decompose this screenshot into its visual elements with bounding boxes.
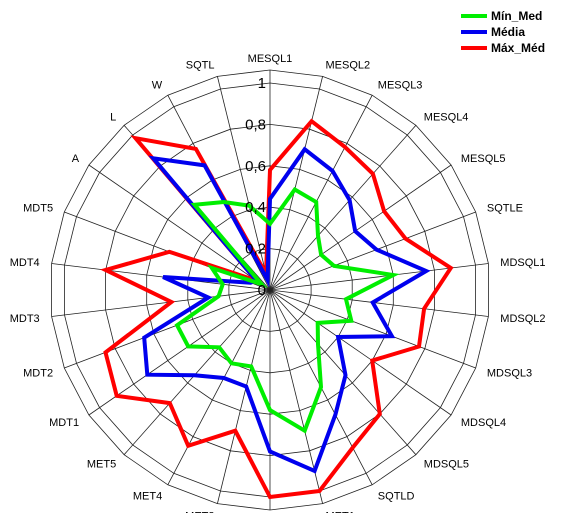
spoke-mesql2 (269, 76, 323, 291)
category-label: MET1 (326, 510, 355, 513)
legend-label: Máx_Méd (491, 41, 545, 55)
spoke-met5 (123, 289, 271, 455)
spoke-mdsql2 (269, 289, 489, 317)
category-label: MDSQL5 (424, 459, 469, 471)
legend-label: Média (491, 25, 525, 39)
category-label: MESQL4 (424, 111, 469, 123)
category-label: SQTLD (378, 490, 415, 502)
spoke-met4 (167, 289, 271, 485)
spoke-mdsql3 (269, 289, 476, 369)
category-label: MDT2 (23, 367, 53, 379)
category-label: MDT5 (23, 203, 53, 215)
spoke-mdt4 (51, 263, 271, 291)
spoke-mdt3 (51, 289, 271, 317)
category-label: MDT4 (10, 257, 40, 269)
spoke-mdsql4 (269, 289, 452, 416)
category-label: MET3 (185, 510, 214, 513)
category-label: W (152, 80, 163, 92)
series-line-2 (100, 118, 454, 500)
category-label: L (110, 111, 116, 123)
category-label: MDT1 (49, 417, 79, 429)
category-label: SQTLE (487, 203, 523, 215)
category-label: MDSQL2 (500, 313, 545, 325)
category-label: MESQL2 (326, 60, 371, 72)
spoke-sqtle (269, 211, 476, 291)
tick-label: 0,2 (245, 241, 266, 258)
spoke-met3 (217, 289, 271, 504)
tick-labels: 0 0,2 0,4 0,6 0,8 1 (245, 75, 266, 299)
tick-label: 1 (258, 75, 266, 92)
spoke-a (88, 164, 271, 291)
category-label: MET5 (87, 459, 116, 471)
spoke-mesql3 (269, 95, 373, 291)
series-line-0 (174, 186, 400, 434)
spoke-mesql4 (269, 125, 417, 291)
legend-label: Mín_Med (491, 9, 542, 23)
category-label: MESQL5 (461, 153, 506, 165)
spoke-sqtl (217, 76, 271, 291)
radar-grid (51, 69, 489, 511)
category-label: MET4 (133, 490, 162, 502)
category-label: MDSQL4 (461, 417, 506, 429)
tick-label: 0,8 (245, 116, 266, 133)
category-label: SQTL (186, 60, 215, 72)
category-label: A (72, 153, 80, 165)
spoke-mesql5 (269, 164, 452, 291)
series-layer (100, 118, 454, 500)
category-label: MDSQL3 (487, 367, 532, 379)
category-label: MDSQL1 (500, 257, 545, 269)
tick-label: 0 (258, 282, 266, 299)
category-label: MESQL3 (378, 80, 423, 92)
category-label: MDT3 (10, 313, 40, 325)
tick-label: 0,4 (245, 199, 266, 216)
tick-label: 0,6 (245, 158, 266, 175)
spoke-mdt2 (64, 289, 271, 369)
legend: Mín_Med Média Máx_Méd (461, 9, 545, 55)
category-labels: MESQL1 MESQL2 MESQL3 MESQL4 MESQL5 SQTLE MDSQL… (10, 53, 546, 513)
series-line-1 (142, 146, 431, 474)
category-label: MESQL1 (248, 53, 293, 65)
